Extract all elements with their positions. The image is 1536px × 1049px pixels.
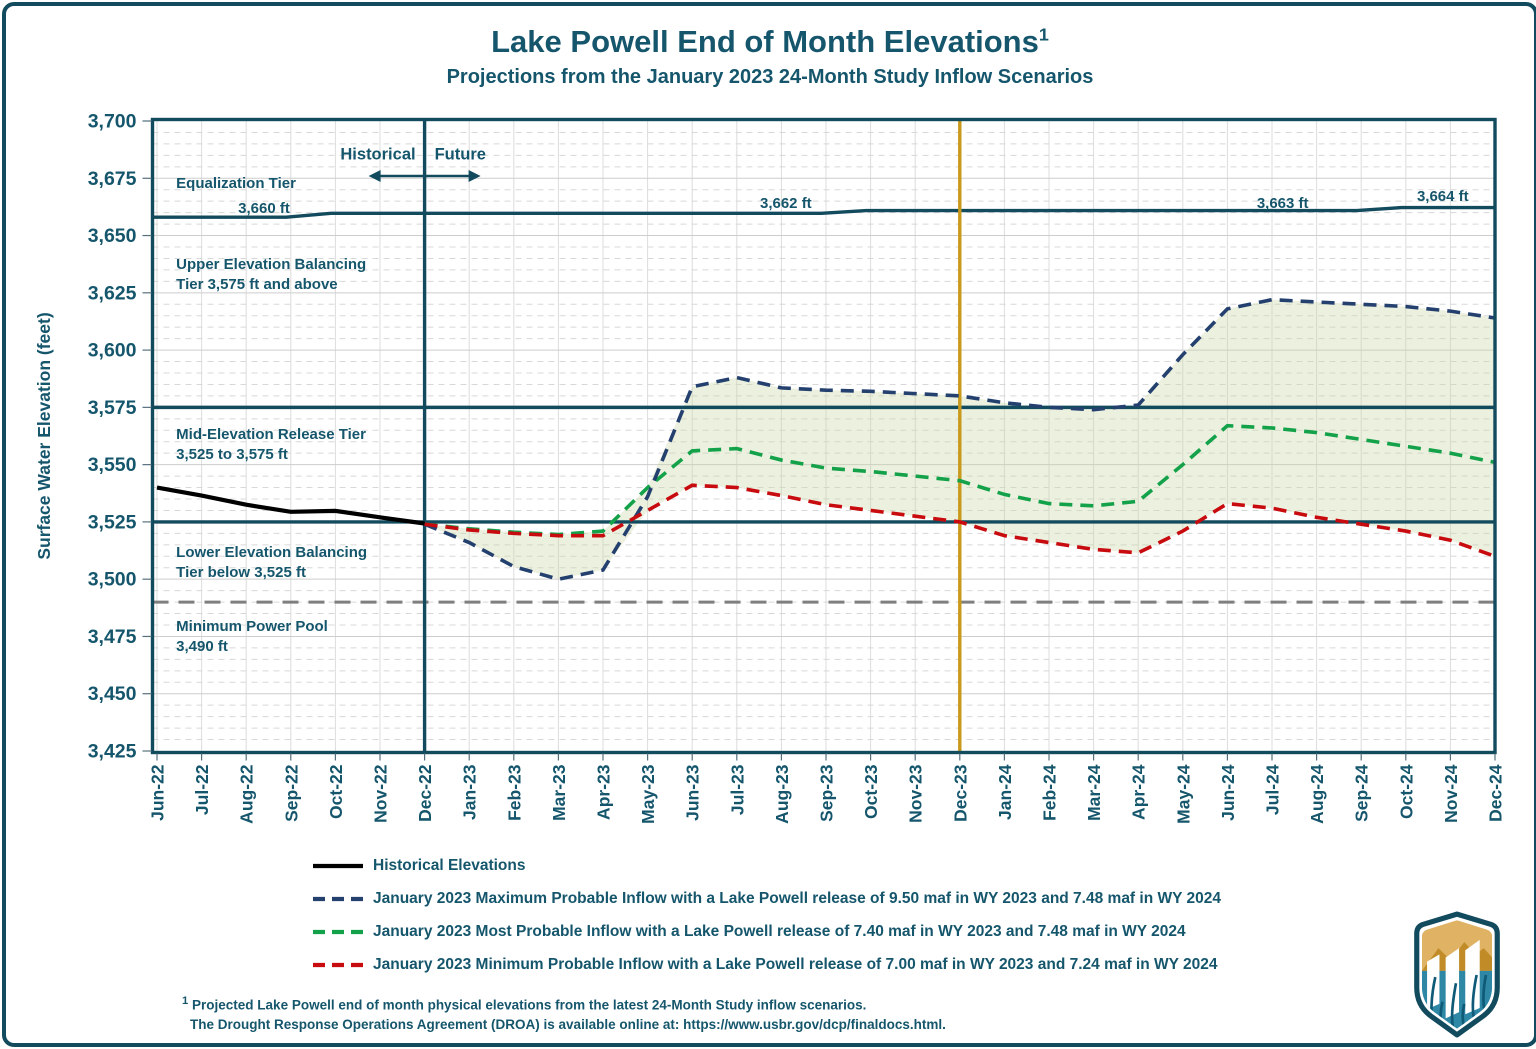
svg-text:3,450: 3,450 <box>88 683 137 705</box>
svg-text:3,664 ft: 3,664 ft <box>1417 188 1469 205</box>
svg-text:Jul-23: Jul-23 <box>727 764 747 815</box>
footnote-line-1: 1 Projected Lake Powell end of month phy… <box>182 995 867 1013</box>
elevation-chart: 3,425 3,450 3,475 3,500 3,525 3,550 3,575 3,600… <box>34 111 1506 824</box>
title-footnote-marker: 1 <box>1038 24 1049 45</box>
svg-text:Nov-22: Nov-22 <box>371 764 391 823</box>
y-axis-title: Surface Water Elevation (feet) <box>34 312 54 559</box>
tier-annotations: Equalization Tier 3,660 ft Upper Elevation… <box>176 175 1468 655</box>
svg-text:Mar-23: Mar-23 <box>549 764 569 821</box>
legend-item: January 2023 Minimum Probable Inflow wit… <box>312 954 1221 976</box>
svg-text:Sep-23: Sep-23 <box>817 764 837 822</box>
legend-label: January 2023 Maximum Probable Inflow wit… <box>373 890 1221 907</box>
legend: Historical Elevations January 2023 Maximu… <box>312 855 1221 987</box>
axis-ticks <box>142 120 1496 761</box>
svg-text:Aug-23: Aug-23 <box>772 764 792 824</box>
legend-label: January 2023 Most Probable Inflow with a… <box>373 923 1186 940</box>
svg-text:Equalization Tier: Equalization Tier <box>176 175 296 192</box>
legend-swatch-dashed-line <box>313 929 363 935</box>
svg-text:Dec-22: Dec-22 <box>415 764 435 822</box>
x-tick-labels: Jun-22 Jul-22 Aug-22 Sep-22 Oct-22 Nov-22 Dec-… <box>148 764 1506 824</box>
svg-text:Oct-22: Oct-22 <box>326 764 346 819</box>
usbr-reclamation-logo-icon <box>1414 911 1500 1038</box>
page-title: Lake Powell End of Month Elevations1 <box>491 24 1049 59</box>
svg-text:3,575: 3,575 <box>88 397 137 419</box>
svg-text:Future: Future <box>435 146 486 164</box>
logo-dam-tower <box>1445 948 1460 1019</box>
svg-text:3,425: 3,425 <box>88 741 137 763</box>
svg-text:3,625: 3,625 <box>88 282 137 304</box>
svg-text:Dec-24: Dec-24 <box>1486 764 1506 822</box>
svg-text:Apr-23: Apr-23 <box>594 764 614 820</box>
legend-item: January 2023 Maximum Probable Inflow wit… <box>312 888 1221 910</box>
plot-border <box>150 117 1497 755</box>
svg-text:3,550: 3,550 <box>88 454 137 476</box>
svg-text:3,600: 3,600 <box>88 340 137 362</box>
svg-text:Jun-22: Jun-22 <box>148 764 168 821</box>
svg-text:3,650: 3,650 <box>88 225 137 247</box>
svg-text:Jan-24: Jan-24 <box>995 764 1015 820</box>
svg-text:3,475: 3,475 <box>88 626 137 648</box>
svg-text:Historical: Historical <box>340 146 415 164</box>
legend-label: January 2023 Minimum Probable Inflow wit… <box>373 956 1218 973</box>
svg-text:Feb-23: Feb-23 <box>504 764 524 821</box>
series-historical-elevations <box>156 485 425 526</box>
svg-text:Oct-23: Oct-23 <box>861 764 881 819</box>
svg-text:3,663 ft: 3,663 ft <box>1257 195 1309 212</box>
svg-text:3,700: 3,700 <box>88 111 137 133</box>
legend-item: Historical Elevations <box>312 855 1221 877</box>
svg-text:Sep-22: Sep-22 <box>281 764 301 822</box>
series-january-2023-most-probable-inflow <box>424 423 1496 537</box>
footnote-marker: 1 <box>182 995 189 1007</box>
svg-text:Mar-24: Mar-24 <box>1084 764 1104 821</box>
legend-swatch-dashed-line <box>313 896 363 902</box>
svg-text:Nov-23: Nov-23 <box>906 764 926 823</box>
svg-text:May-24: May-24 <box>1173 764 1193 824</box>
svg-text:Aug-24: Aug-24 <box>1307 764 1327 824</box>
historical-future-divider-labels: Historical Future <box>340 146 486 182</box>
svg-text:Dec-23: Dec-23 <box>950 764 970 822</box>
svg-text:Feb-24: Feb-24 <box>1040 764 1060 821</box>
svg-text:3,662 ft: 3,662 ft <box>760 195 812 212</box>
svg-text:May-23: May-23 <box>638 764 658 824</box>
svg-text:Oct-24: Oct-24 <box>1396 764 1416 819</box>
series-january-2023-maximum-probable-inflow <box>423 297 1496 582</box>
svg-text:3,525: 3,525 <box>88 511 137 533</box>
y-tick-labels: 3,425 3,450 3,475 3,500 3,525 3,550 3,575 3,600… <box>88 111 137 763</box>
svg-text:3,660 ft: 3,660 ft <box>238 200 290 217</box>
svg-text:3,500: 3,500 <box>88 569 137 591</box>
svg-text:Apr-24: Apr-24 <box>1129 764 1149 820</box>
legend-swatch-solid-line <box>313 863 363 869</box>
series-january-2023-minimum-probable-inflow <box>424 483 1496 558</box>
equalization-tier-line <box>152 205 1495 219</box>
page-subtitle: Projections from the January 2023 24-Mon… <box>446 66 1094 88</box>
svg-text:Jan-23: Jan-23 <box>460 764 480 820</box>
svg-text:Jun-24: Jun-24 <box>1218 764 1238 821</box>
svg-text:Sep-24: Sep-24 <box>1352 764 1372 822</box>
logo-dam-tower <box>1465 939 1480 1015</box>
svg-text:Aug-22: Aug-22 <box>237 764 257 824</box>
svg-text:Nov-24: Nov-24 <box>1441 764 1461 823</box>
svg-text:Jun-23: Jun-23 <box>683 764 703 821</box>
legend-swatch-dashed-line <box>313 962 363 968</box>
svg-text:3,675: 3,675 <box>88 168 137 190</box>
footnote: 1 Projected Lake Powell end of month phy… <box>182 992 946 1034</box>
footnote-line-2: The Drought Response Operations Agreemen… <box>190 1016 946 1032</box>
svg-text:Jul-22: Jul-22 <box>192 764 212 815</box>
svg-text:Jul-24: Jul-24 <box>1263 764 1283 815</box>
legend-item: January 2023 Most Probable Inflow with a… <box>312 921 1221 943</box>
legend-label: Historical Elevations <box>373 857 526 874</box>
